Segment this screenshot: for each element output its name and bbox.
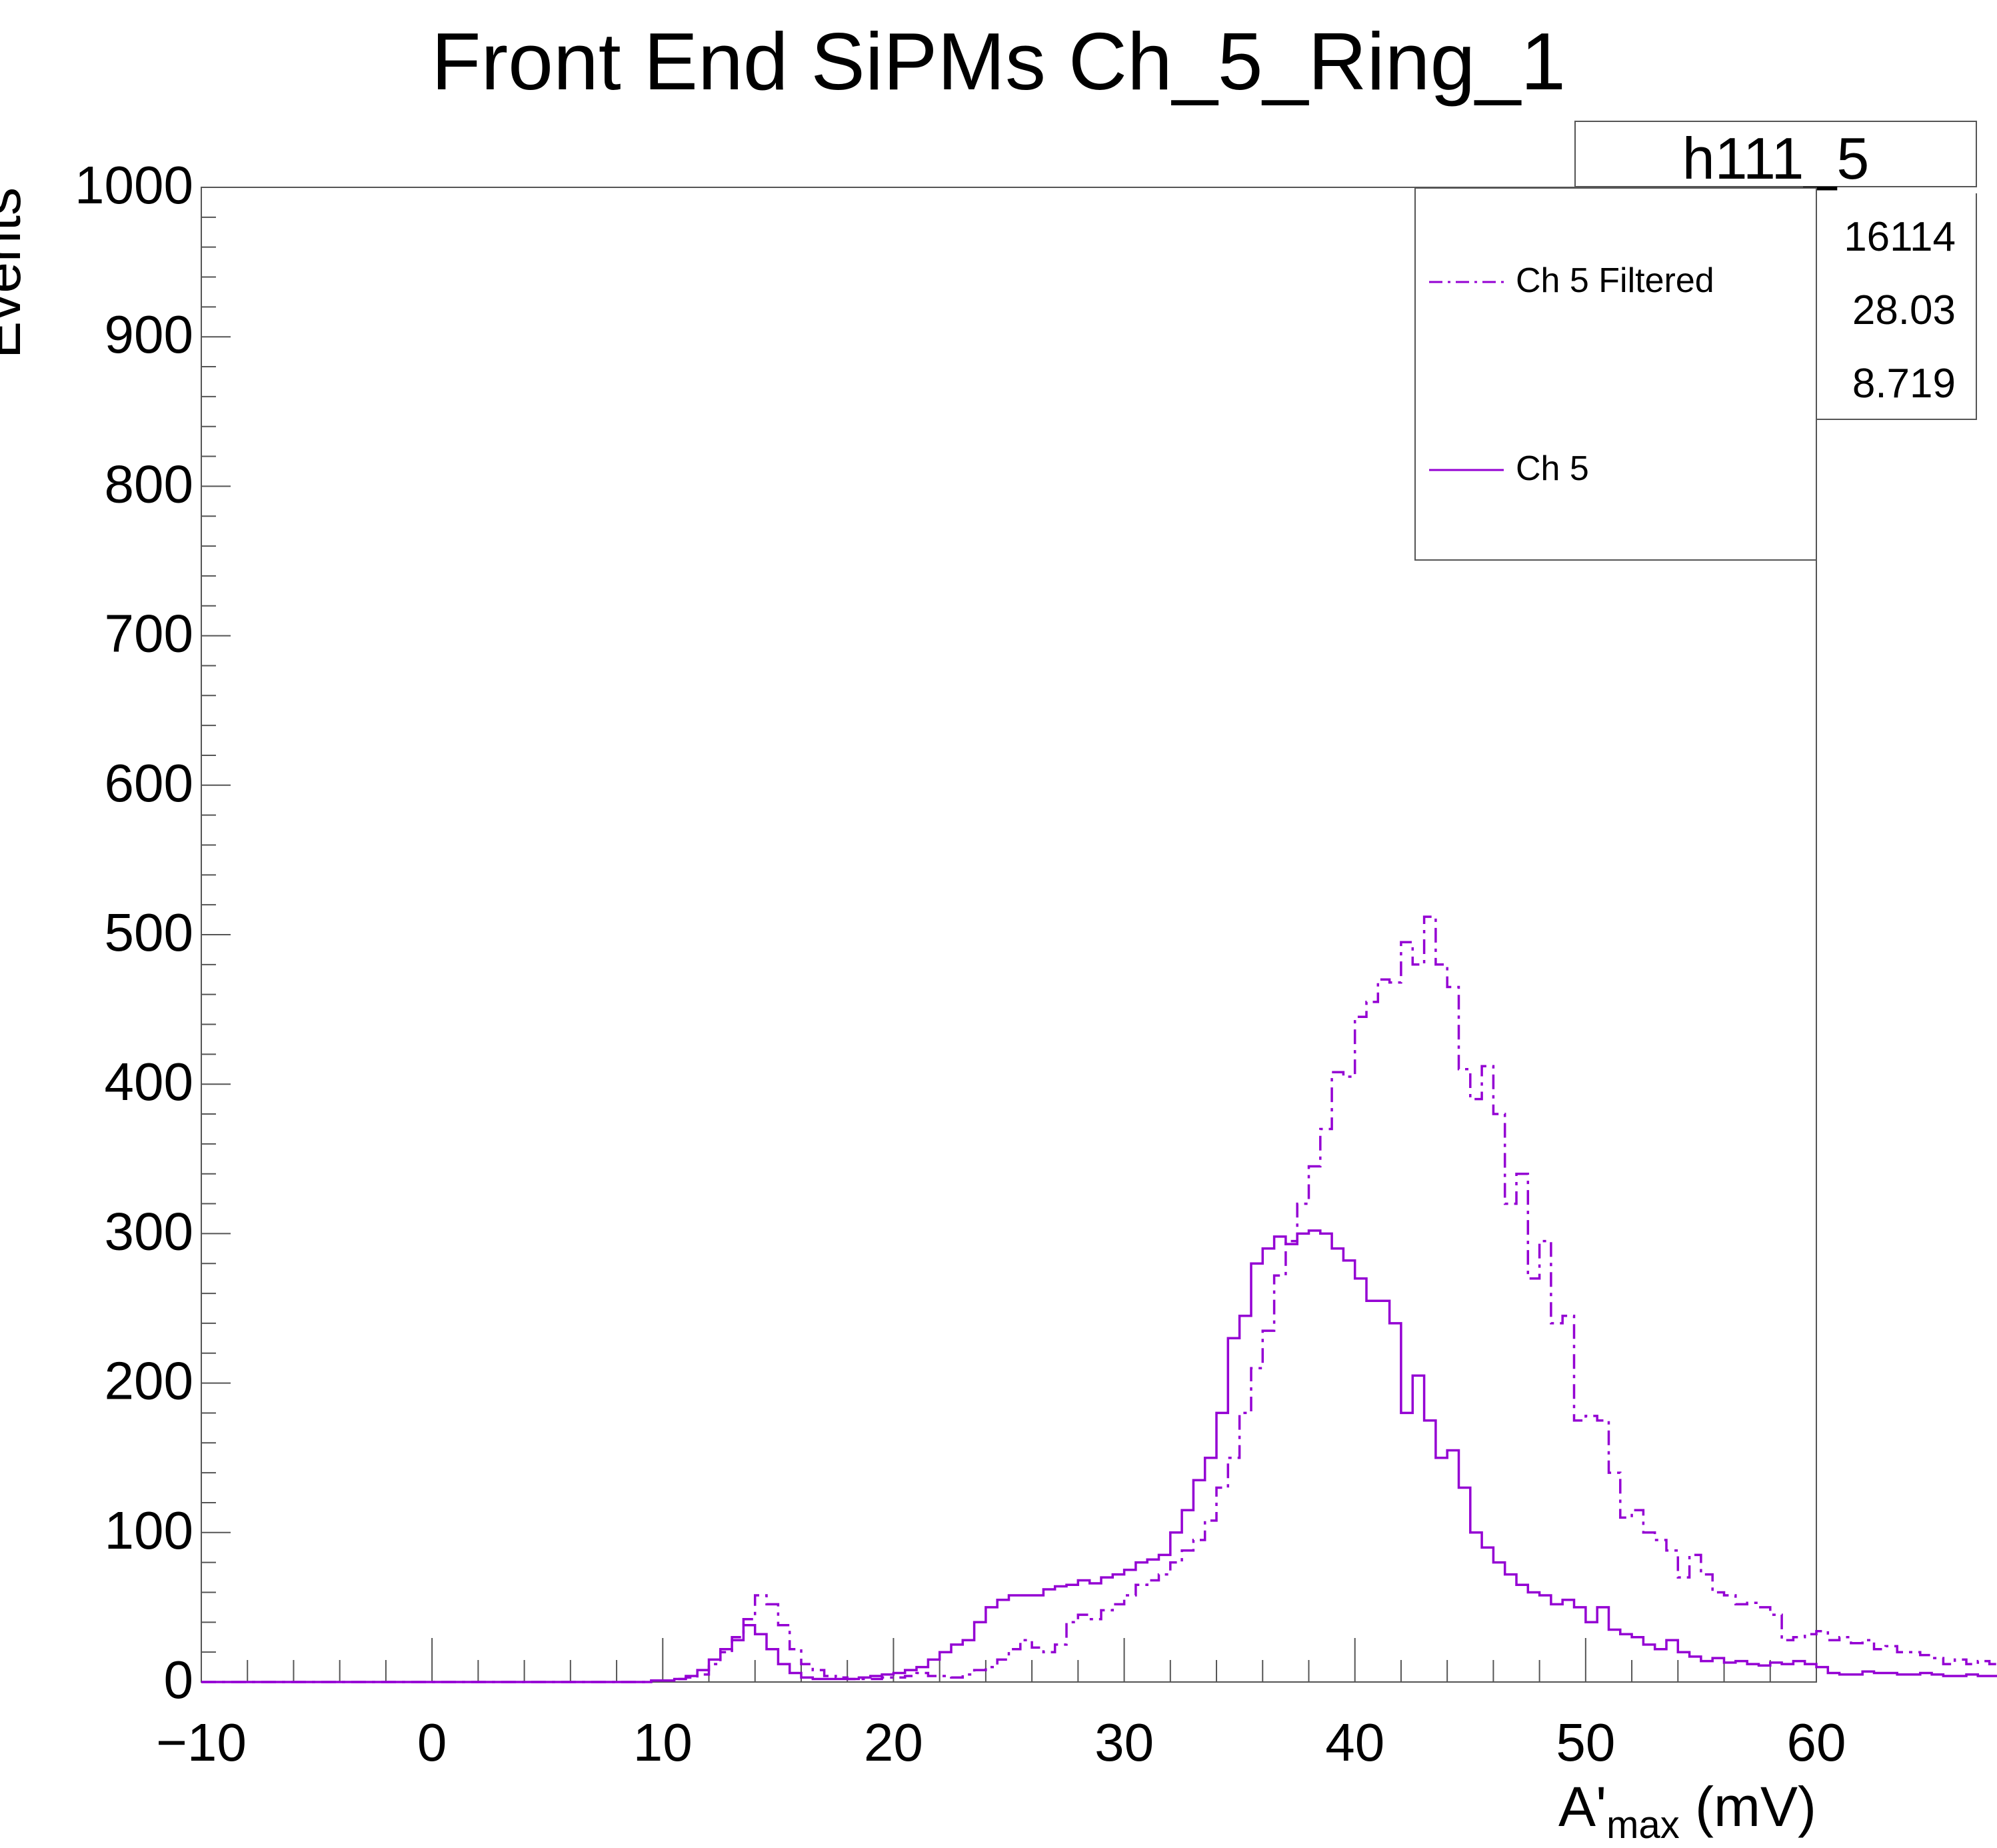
stats-box-title: h111_5 [1574,121,1977,191]
stats-box: 16114 28.03 8.719 [1816,193,1977,420]
y-tick-label: 600 [105,753,193,813]
x-tick-label: 10 [633,1713,693,1772]
legend: Ch 5 Filtered Ch 5 [1414,187,1817,561]
y-tick-label: 0 [164,1650,194,1709]
stats-mean: 28.03 [1852,287,1956,333]
x-tick-label: 60 [1787,1713,1846,1772]
stats-entries: 16114 [1844,214,1956,260]
series-line-ch5-filtered [201,915,1997,1683]
y-tick-label: 700 [105,604,193,663]
x-axis-title: A'max (mV) [1558,1775,1816,1847]
stats-std-dev: 8.719 [1852,361,1956,407]
legend-marker-filtered [1429,281,1504,283]
chart-title: Front End SiPMs Ch_5_Ring_1 [431,16,1566,107]
legend-label-filtered: Ch 5 Filtered [1516,261,1714,300]
x-tick-label: 40 [1325,1713,1384,1772]
y-tick-label: 100 [105,1501,193,1560]
y-tick-label: 900 [105,305,193,364]
x-tick-label: −10 [156,1713,247,1772]
x-tick-label: 50 [1556,1713,1615,1772]
y-tick-label: 200 [105,1351,193,1411]
series-line-ch5 [201,1229,1997,1683]
y-tick-label: 400 [105,1052,193,1111]
legend-marker-ch5 [1429,469,1504,471]
stats-histogram-name: h111_5 [1682,125,1870,191]
y-tick-label: 800 [105,454,193,513]
x-tick-label: 30 [1094,1713,1154,1772]
y-axis-title: Events [0,187,32,359]
y-tick-label: 500 [105,903,193,962]
x-tick-label: 0 [417,1713,447,1772]
x-tick-label: 20 [864,1713,923,1772]
series-layer [201,915,1997,1683]
y-tick-label: 1000 [75,155,193,215]
y-tick-label: 300 [105,1201,193,1261]
legend-label-ch5: Ch 5 [1516,449,1589,488]
